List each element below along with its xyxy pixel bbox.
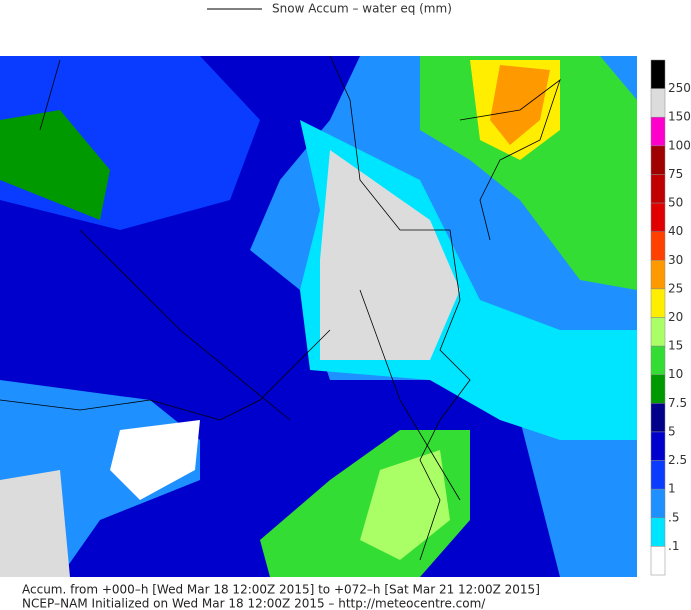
legend-swatch [650, 288, 666, 318]
legend-label: 25 [668, 281, 683, 295]
legend-swatch [650, 517, 666, 547]
legend-swatch [650, 345, 666, 375]
legend-swatch [650, 174, 666, 204]
region [0, 470, 70, 577]
legend-label: 5 [668, 424, 676, 438]
region [420, 56, 637, 290]
legend-swatch [650, 202, 666, 232]
legend: 250 150 100 75 50 40 30 25 20 15 10 7.5 5 2.5 1 .5 .1 [650, 59, 691, 576]
region [0, 110, 110, 220]
region [320, 150, 460, 360]
legend-label: 20 [668, 310, 683, 324]
legend-label: 10 [668, 367, 683, 381]
legend-swatch [650, 546, 666, 576]
footer-line: Accum. from +000–h [Wed Mar 18 12:00Z 20… [22, 583, 540, 597]
map [0, 55, 637, 577]
legend-label: 250 [668, 81, 691, 95]
legend-label: 7.5 [668, 396, 687, 410]
region [490, 65, 550, 145]
title: Snow Accum – water eq (mm) [272, 2, 452, 16]
legend-label: 40 [668, 224, 683, 238]
legend-swatch [650, 488, 666, 519]
coastlines [0, 55, 561, 561]
legend-swatch [650, 374, 666, 404]
legend-label: 30 [668, 253, 683, 267]
legend-label: 2.5 [668, 453, 687, 467]
legend-label: 75 [668, 167, 683, 181]
legend-label: 1 [668, 482, 676, 496]
legend-swatch [650, 88, 666, 118]
legend-label: .1 [668, 539, 679, 553]
region [110, 420, 200, 500]
legend-swatch [650, 460, 666, 490]
legend-swatch [650, 431, 666, 461]
footer-line: NCEP–NAM Initialized on Wed Mar 18 12:00… [22, 597, 486, 610]
legend-swatch [650, 145, 666, 175]
legend-swatch [650, 403, 666, 433]
legend-label: 15 [668, 339, 683, 353]
legend-label: 100 [668, 138, 691, 152]
legend-swatch [650, 317, 666, 347]
region [360, 450, 450, 560]
legend-swatch [650, 116, 666, 147]
legend-label: 50 [668, 196, 683, 210]
legend-swatch [650, 59, 666, 89]
legend-label: .5 [668, 510, 679, 524]
legend-swatch [650, 231, 666, 261]
legend-label: 150 [668, 110, 691, 124]
legend-swatch [650, 260, 666, 290]
